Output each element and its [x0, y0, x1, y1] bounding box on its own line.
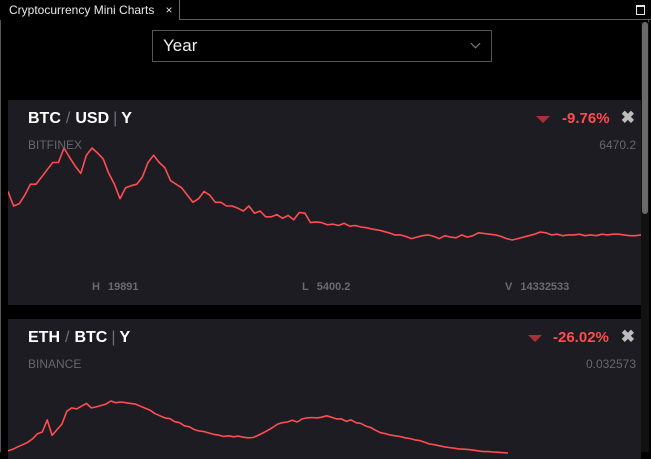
base-currency: ETH: [28, 329, 60, 346]
stat-volume-label: V: [505, 281, 513, 293]
last-price: 0.032573: [585, 357, 636, 371]
period-select[interactable]: Year: [152, 30, 492, 62]
change-percent: -9.76%: [562, 110, 610, 127]
period-label: Y: [119, 329, 131, 346]
exchange-name: BITFINEX: [28, 138, 83, 152]
pair-separator: /: [65, 110, 71, 127]
exchange-name: BINANCE: [28, 357, 82, 371]
chevron-down-icon: [470, 38, 481, 49]
mini-chart-card: BTC / USD | Y -9.76% ✖ BITFINEX 6470.2 H 1989…: [8, 100, 641, 305]
quote-currency: BTC: [74, 329, 108, 346]
stat-low-value: 5400.2: [316, 281, 351, 293]
stat-high: H 19891: [92, 281, 139, 293]
maximize-icon[interactable]: [636, 5, 645, 15]
down-arrow-icon: [528, 335, 542, 342]
period-select-value: Year: [163, 36, 198, 55]
stat-volume-value: 14332533: [520, 281, 570, 293]
period-separator: |: [113, 110, 118, 127]
vertical-scrollbar[interactable]: [641, 22, 649, 452]
window-tab-title: Cryptocurrency Mini Charts: [9, 3, 155, 17]
quote-currency: USD: [75, 110, 110, 127]
tab-bar: Cryptocurrency Mini Charts ×: [0, 0, 651, 20]
price-line: [8, 400, 509, 454]
pair-title: BTC / USD | Y: [28, 110, 132, 128]
pair-separator: /: [65, 329, 70, 346]
base-currency: BTC: [28, 110, 61, 127]
stat-low: L 5400.2: [302, 281, 350, 293]
stat-low-label: L: [302, 281, 309, 293]
stat-high-label: H: [92, 281, 100, 293]
scrollbar-thumb[interactable]: [642, 22, 648, 214]
price-sparkline: [8, 400, 509, 454]
price-sparkline: [8, 147, 641, 241]
close-card-icon[interactable]: ✖: [620, 327, 635, 346]
window-tab[interactable]: Cryptocurrency Mini Charts: [0, 0, 180, 20]
last-price: 6470.2: [599, 138, 636, 152]
period-label: Y: [121, 110, 132, 127]
down-arrow-icon: [536, 116, 550, 123]
mini-chart-card: ETH / BTC | Y -26.02% ✖ BINANCE 0.032573: [8, 319, 641, 459]
close-card-icon[interactable]: ✖: [620, 108, 635, 127]
stat-high-value: 19891: [107, 281, 139, 293]
stat-volume: V 14332533: [505, 281, 569, 293]
period-separator: |: [111, 329, 116, 346]
change-percent: -26.02%: [553, 329, 609, 346]
close-tab-icon[interactable]: ×: [165, 3, 173, 17]
pair-title: ETH / BTC | Y: [28, 329, 130, 347]
price-line: [8, 147, 641, 241]
